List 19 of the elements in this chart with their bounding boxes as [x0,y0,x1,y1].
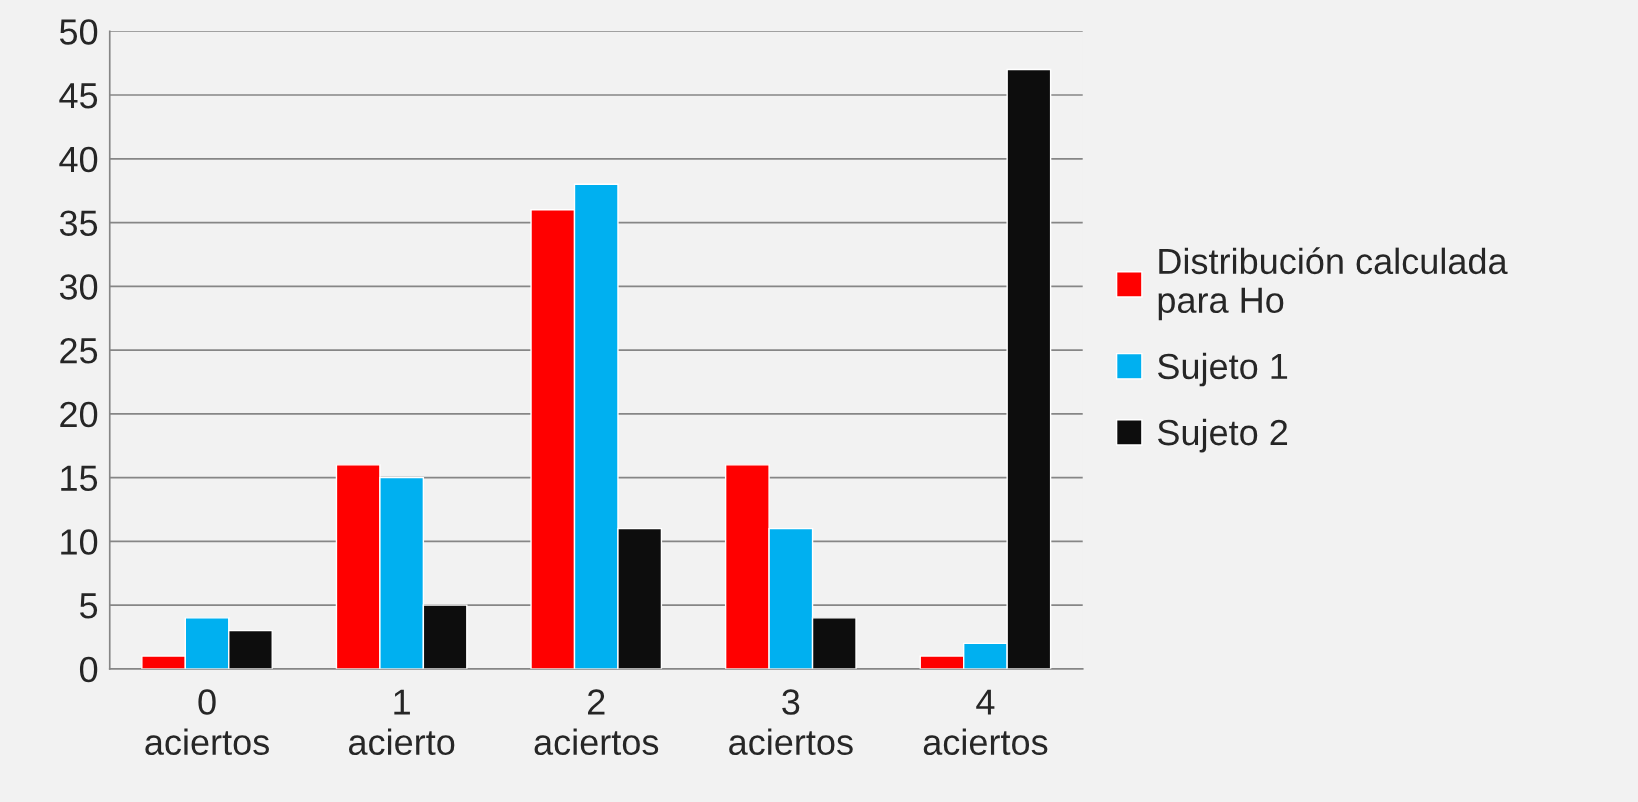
y-tick-label: 30 [59,274,98,300]
x-tick-label: 3 aciertos [729,689,853,756]
legend-label: Distribución calculada para Ho [1158,247,1508,321]
y-tick-label: 45 [59,83,98,109]
legend-label: Sujeto 2 [1157,418,1288,453]
y-tick-label: 15 [61,465,98,492]
y-tick-label: 0 [79,656,98,683]
x-tick-label: 0 aciertos [145,689,269,756]
y-tick-label: 20 [60,401,98,428]
y-tick-label: 40 [59,146,98,173]
x-tick-label: 4 aciertos [923,689,1048,756]
y-tick-label: 50 [59,19,98,45]
y-tick-label: 25 [60,337,98,364]
y-tick-label: 5 [80,593,98,619]
y-tick-label: 10 [61,529,98,555]
y-tick-label: 35 [59,210,98,236]
legend-label: Sujeto 1 [1157,352,1288,387]
x-tick-label: 2 aciertos [534,689,659,756]
x-tick-label: 1 acierto [348,689,455,756]
